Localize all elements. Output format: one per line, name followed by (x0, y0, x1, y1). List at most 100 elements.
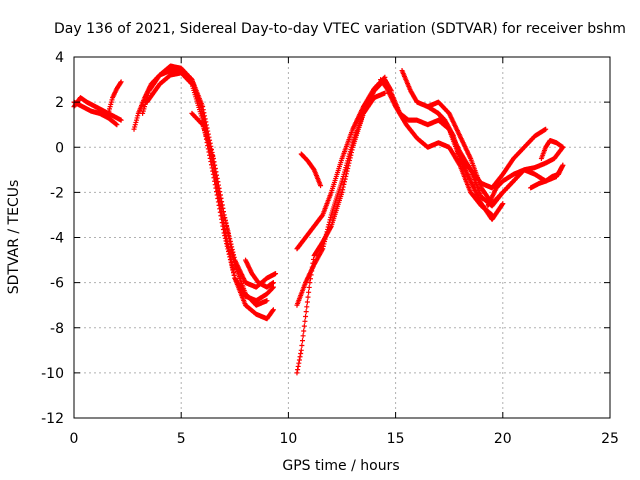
data-point (340, 187, 346, 193)
data-point (299, 342, 305, 348)
series-arc-3 (105, 79, 124, 116)
data-point (225, 231, 231, 237)
data-point (199, 121, 205, 127)
data-point (500, 201, 506, 207)
data-point (499, 202, 505, 208)
data-point (219, 216, 225, 222)
series-arc-8 (243, 257, 276, 290)
data-point (302, 318, 308, 324)
data-point (295, 367, 301, 373)
data-point (323, 231, 329, 237)
data-point (202, 116, 208, 122)
data-point (224, 225, 230, 231)
data-point (322, 236, 328, 242)
data-point (467, 166, 473, 172)
data-point (328, 214, 334, 220)
data-point (220, 205, 226, 211)
data-point (226, 233, 232, 239)
data-point (382, 74, 388, 80)
data-point (217, 192, 223, 198)
data-point (228, 241, 234, 247)
data-point (227, 257, 233, 263)
data-point (325, 224, 331, 230)
data-point (231, 272, 237, 278)
data-point (215, 182, 221, 188)
data-point (212, 165, 218, 171)
y-axis-title: SDTVAR / TECUs (6, 180, 22, 295)
x-tick-label: 20 (494, 431, 512, 447)
data-point (227, 236, 233, 242)
data-point (225, 228, 231, 234)
axis-ticks (73, 56, 611, 419)
data-point (296, 357, 302, 363)
data-point (381, 75, 387, 81)
y-tick-label: 0 (55, 140, 64, 156)
series-arc-20 (538, 137, 566, 162)
x-tick-label: 0 (70, 431, 79, 447)
data-point (229, 262, 235, 268)
data-point (221, 212, 227, 218)
data-point (211, 159, 217, 165)
data-point (221, 230, 227, 236)
data-point (296, 360, 302, 366)
data-point (118, 80, 124, 86)
y-tick-label: -2 (50, 185, 64, 201)
series-arc-19 (528, 162, 566, 191)
data-point (231, 254, 237, 260)
data-point (230, 267, 236, 273)
data-point (219, 202, 225, 208)
grid-lines (74, 57, 610, 418)
series-arc-10 (294, 90, 388, 308)
data-point (222, 217, 228, 223)
series-arc-11 (294, 74, 388, 252)
y-tick-label: -10 (41, 366, 64, 382)
data-point (114, 122, 120, 128)
data-point (216, 185, 222, 191)
data-point (224, 241, 230, 247)
data-point (303, 313, 309, 319)
series-arc-9 (294, 77, 394, 376)
data-point (382, 90, 388, 96)
x-axis-title: GPS time / hours (282, 458, 399, 474)
chart-title: Day 136 of 2021, Sidereal Day-to-day VTE… (54, 21, 626, 37)
data-point (342, 179, 348, 185)
data-point (207, 152, 213, 158)
data-point (214, 172, 220, 178)
data-point (201, 110, 207, 116)
data-point (264, 298, 270, 304)
data-point (299, 338, 305, 344)
data-point (324, 229, 330, 235)
series-arc-7 (189, 110, 279, 290)
data-point (304, 299, 310, 305)
data-point (222, 233, 228, 239)
data-point (306, 289, 312, 295)
x-tick-label: 5 (177, 431, 186, 447)
data-point (320, 246, 326, 252)
series-arc-4 (131, 68, 276, 322)
data-point (298, 347, 304, 353)
data-point (222, 215, 228, 221)
data-point (327, 217, 333, 223)
data-point (297, 354, 303, 360)
data-point (118, 117, 124, 123)
data-point (298, 351, 304, 357)
data-point (341, 181, 347, 187)
data-point (211, 175, 217, 181)
data-point (229, 246, 235, 252)
data-point (203, 119, 209, 125)
data-point (215, 179, 221, 185)
data-point (318, 183, 324, 189)
data-point (224, 243, 230, 249)
data-point (118, 79, 124, 85)
data-point (223, 220, 229, 226)
data-point (560, 162, 566, 168)
data-point (225, 246, 231, 252)
data-point (307, 280, 313, 286)
data-point (326, 219, 332, 225)
data-series (71, 63, 566, 376)
data-point (320, 243, 326, 249)
data-point (273, 271, 279, 277)
data-point (228, 259, 234, 265)
